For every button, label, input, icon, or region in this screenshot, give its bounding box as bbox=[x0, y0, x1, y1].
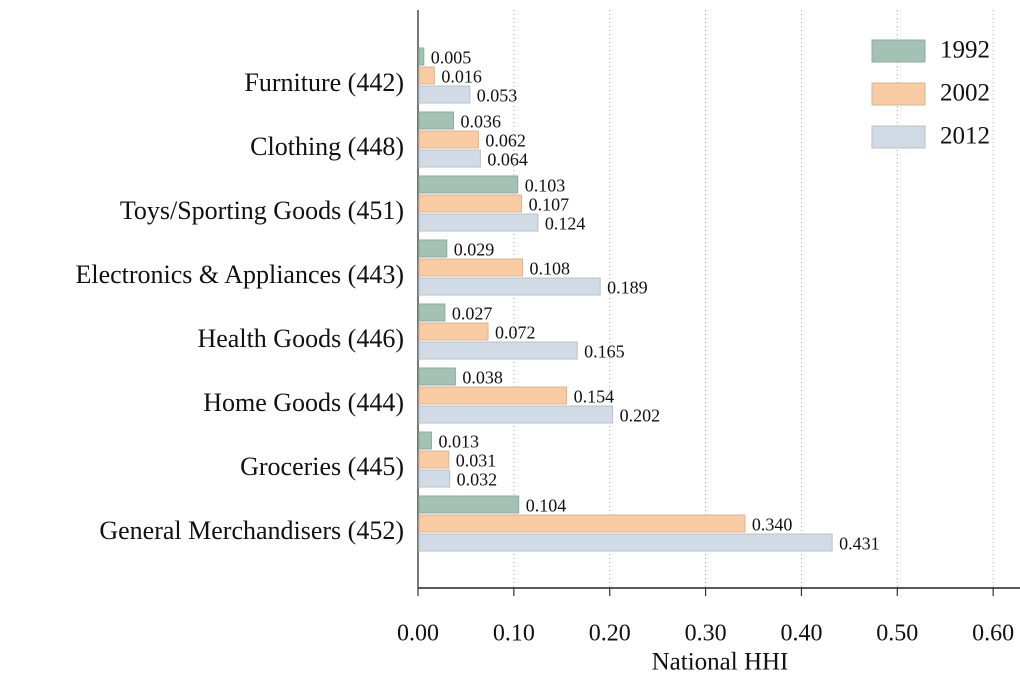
bar bbox=[418, 66, 435, 85]
y-tick-label: Home Goods (444) bbox=[203, 388, 404, 417]
value-label: 0.032 bbox=[457, 470, 498, 490]
legend-label: 2002 bbox=[940, 80, 990, 107]
legend-label: 2012 bbox=[940, 123, 990, 150]
bar bbox=[418, 367, 456, 386]
value-label: 0.107 bbox=[529, 195, 570, 215]
value-label: 0.036 bbox=[461, 112, 502, 132]
bar bbox=[418, 47, 425, 66]
bar bbox=[418, 149, 481, 168]
value-label: 0.072 bbox=[495, 323, 536, 343]
value-label: 0.340 bbox=[752, 515, 793, 535]
bar bbox=[418, 277, 601, 296]
y-tick-label: Groceries (445) bbox=[240, 452, 404, 481]
value-label: 0.108 bbox=[530, 259, 571, 279]
bar bbox=[418, 239, 448, 258]
bar bbox=[418, 175, 519, 194]
bar bbox=[418, 85, 471, 104]
value-label: 0.053 bbox=[477, 86, 518, 106]
y-tick-label: Electronics & Appliances (443) bbox=[75, 260, 404, 289]
bar bbox=[418, 213, 539, 232]
value-label: 0.104 bbox=[526, 496, 567, 516]
x-tick-label: 0.30 bbox=[685, 621, 727, 647]
bar bbox=[418, 194, 523, 213]
bar bbox=[418, 469, 451, 488]
bar bbox=[418, 322, 489, 341]
x-tick-label: 0.50 bbox=[876, 621, 918, 647]
value-label: 0.005 bbox=[431, 48, 472, 68]
bar bbox=[418, 303, 446, 322]
bar bbox=[418, 450, 450, 469]
x-tick-label: 0.10 bbox=[493, 621, 535, 647]
x-tick-label: 0.40 bbox=[780, 621, 822, 647]
bar bbox=[418, 258, 524, 277]
y-tick-label: Toys/Sporting Goods (451) bbox=[120, 196, 404, 225]
value-label: 0.031 bbox=[456, 451, 497, 471]
value-label: 0.154 bbox=[574, 387, 615, 407]
value-label: 0.202 bbox=[620, 406, 661, 426]
bar bbox=[418, 495, 520, 514]
bar bbox=[418, 533, 833, 552]
x-tick-label: 0.20 bbox=[589, 621, 631, 647]
legend-swatch bbox=[871, 39, 926, 63]
legend-swatch bbox=[871, 82, 926, 106]
value-label: 0.016 bbox=[441, 67, 482, 87]
legend-label: 1992 bbox=[940, 37, 990, 64]
bar bbox=[418, 111, 455, 130]
bar bbox=[418, 386, 568, 405]
bar bbox=[418, 514, 746, 533]
value-label: 0.103 bbox=[525, 176, 566, 196]
value-label: 0.029 bbox=[454, 240, 495, 260]
y-tick-label: Health Goods (446) bbox=[197, 324, 404, 353]
x-tick-label: 0.00 bbox=[397, 621, 439, 647]
value-label: 0.124 bbox=[545, 214, 586, 234]
y-tick-label: Clothing (448) bbox=[250, 132, 404, 161]
value-label: 0.038 bbox=[462, 368, 503, 388]
y-tick-label: General Merchandisers (452) bbox=[99, 516, 404, 545]
value-label: 0.062 bbox=[485, 131, 525, 151]
bar bbox=[418, 130, 479, 149]
bar bbox=[418, 341, 578, 360]
bar bbox=[418, 405, 614, 424]
legend-swatch bbox=[871, 125, 926, 149]
value-label: 0.165 bbox=[584, 342, 625, 362]
x-axis-label: National HHI bbox=[652, 649, 789, 676]
y-tick-label: Furniture (442) bbox=[244, 68, 404, 97]
bar bbox=[418, 431, 432, 450]
value-label: 0.027 bbox=[452, 304, 493, 324]
value-label: 0.189 bbox=[607, 278, 648, 298]
value-label: 0.431 bbox=[839, 534, 880, 554]
value-label: 0.064 bbox=[487, 150, 528, 170]
x-tick-label: 0.60 bbox=[972, 621, 1014, 647]
value-label: 0.013 bbox=[438, 432, 479, 452]
